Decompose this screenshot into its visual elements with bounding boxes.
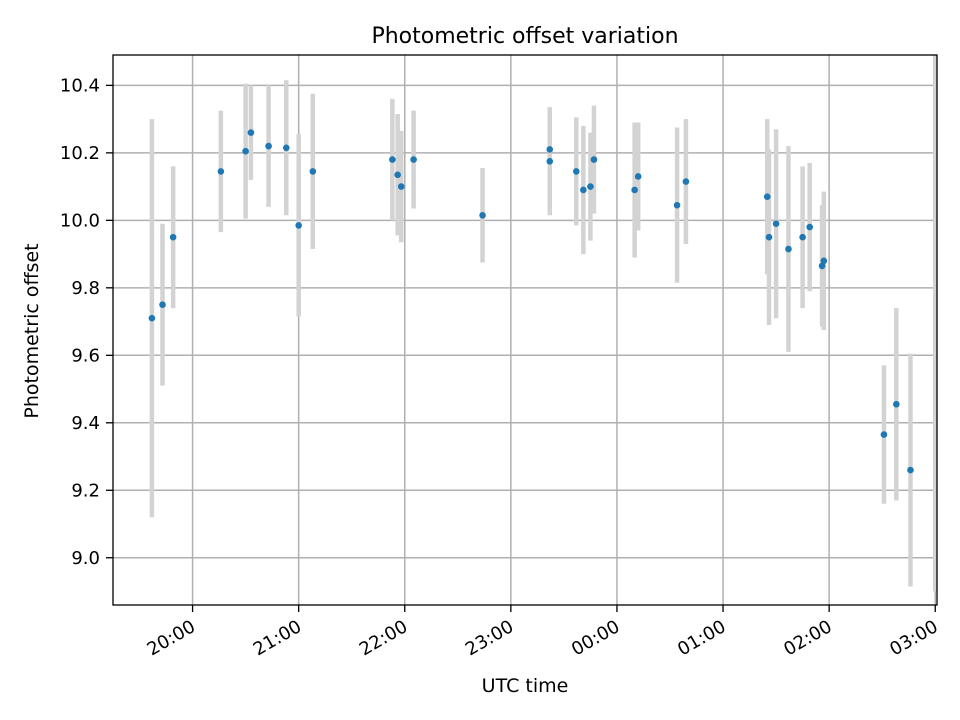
x-ticks: 20:00 21:00 22:00 23:00 00:00 01:00 02:00 03:00 <box>144 605 942 660</box>
y-tick-label: 9.8 <box>71 278 100 299</box>
y-tick-label: 9.2 <box>71 480 100 501</box>
y-tick-label: 10.4 <box>60 75 100 96</box>
y-axis-label: Photometric offset <box>21 243 43 418</box>
error-bars <box>149 55 938 592</box>
data-point <box>765 233 773 241</box>
data-point <box>572 168 580 175</box>
data-point <box>394 171 401 179</box>
y-tick-label: 9.0 <box>71 548 100 569</box>
x-tick-label: 22:00 <box>356 616 411 660</box>
y-tick-label: 9.4 <box>71 413 100 434</box>
data-point <box>818 262 826 270</box>
x-tick-label: 02:00 <box>780 616 835 660</box>
data-point <box>907 466 914 474</box>
data-point <box>295 222 302 229</box>
data-point <box>389 156 396 163</box>
data-point <box>673 201 681 209</box>
data-point <box>309 168 317 175</box>
data-point <box>772 220 780 228</box>
data-point <box>763 193 771 201</box>
x-tick-label: 21:00 <box>250 616 305 660</box>
grid-lines <box>113 55 937 605</box>
data-point <box>634 173 642 180</box>
y-tick-label: 10.2 <box>60 143 100 164</box>
data-point <box>880 431 888 438</box>
data-point <box>893 400 900 408</box>
x-axis-label: UTC time <box>482 675 569 697</box>
data-point <box>247 129 255 136</box>
x-tick-label: 00:00 <box>568 616 623 660</box>
y-tick-label: 9.6 <box>71 345 100 366</box>
x-tick-label: 23:00 <box>462 616 517 660</box>
data-point <box>242 147 249 155</box>
data-point <box>148 314 156 322</box>
data-point <box>410 156 417 163</box>
chart-title: Photometric offset variation <box>371 24 678 49</box>
data-point <box>587 183 594 190</box>
data-point <box>265 142 272 150</box>
data-point <box>546 146 554 153</box>
y-tick-label: 10.0 <box>60 210 100 231</box>
data-point <box>159 301 166 308</box>
data-point <box>806 223 813 231</box>
plot-frame <box>112 54 938 606</box>
data-point <box>397 183 405 190</box>
data-point <box>631 186 638 194</box>
data-point <box>282 144 290 152</box>
data-point <box>590 156 598 163</box>
data-point <box>820 257 828 265</box>
data-point <box>785 245 792 253</box>
data-point <box>169 233 177 241</box>
x-tick-label: 03:00 <box>886 616 941 660</box>
x-tick-label: 01:00 <box>674 616 729 660</box>
data-point <box>546 157 554 165</box>
data-point <box>682 178 690 185</box>
data-point <box>479 211 486 219</box>
data-point <box>580 186 587 194</box>
x-tick-label: 20:00 <box>144 616 199 660</box>
y-ticks: 9.0 9.2 9.4 9.6 9.8 10.0 10.2 10.4 <box>60 75 113 569</box>
data-point <box>799 233 806 241</box>
data-point <box>217 168 225 175</box>
data-points <box>148 129 914 474</box>
